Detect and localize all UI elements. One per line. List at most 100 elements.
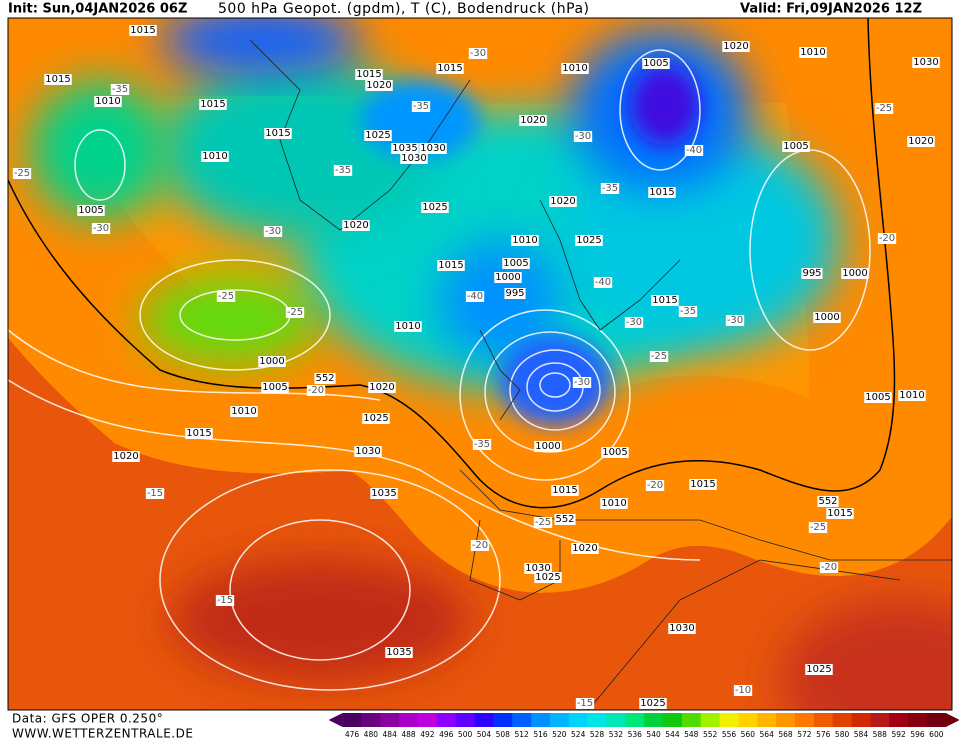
colorbar-swatch <box>681 713 702 727</box>
temperature-label: -35 <box>112 84 128 95</box>
colorbar-swatch <box>757 713 777 727</box>
pressure-label-box <box>364 130 392 141</box>
thickness-label: 552 <box>315 373 334 384</box>
temperature-label-box <box>465 291 485 302</box>
pressure-label: 1020 <box>366 80 391 91</box>
pressure-label-box <box>561 63 589 74</box>
colorbar-label: 536 <box>628 730 643 739</box>
pressure-label: 1015 <box>690 479 715 490</box>
colorbar-swatch <box>474 713 494 727</box>
pressure-label: 1005 <box>602 447 627 458</box>
colorbar-swatch <box>700 713 721 727</box>
pressure-label: 1010 <box>512 235 537 246</box>
pressure-label: 1005 <box>262 382 287 393</box>
pressure-label: 1010 <box>601 498 626 509</box>
temperature-label-box <box>411 101 431 112</box>
temperature-label: -35 <box>335 165 351 176</box>
pressure-label-box <box>799 47 827 58</box>
pressure-label-box <box>391 143 419 154</box>
pressure-label: 1025 <box>640 698 665 709</box>
temperature-label-box <box>91 223 111 234</box>
pressure-label-box <box>264 128 292 139</box>
colorbar-label: 516 <box>533 730 548 739</box>
pressure-label: 1035 <box>386 647 411 658</box>
colorbar-swatch <box>625 713 645 727</box>
colorbar-label: 600 <box>929 730 944 739</box>
pressure-label: 1005 <box>783 141 808 152</box>
pressure-label-box <box>549 196 577 207</box>
pressure-label-box <box>421 202 449 213</box>
colorbar-swatch <box>663 713 683 727</box>
colorbar-swatch <box>926 713 947 727</box>
colorbar-label: 572 <box>797 730 812 739</box>
pressure-label: 1000 <box>259 356 284 367</box>
colorbar-label: 564 <box>760 730 775 739</box>
pressure-label-box <box>534 572 562 583</box>
temperature-label-box <box>874 103 894 114</box>
colorbar-label: 580 <box>835 730 850 739</box>
thickness-label: 552 <box>818 496 837 507</box>
pressure-label-box <box>112 451 140 462</box>
thickness-label-box <box>817 496 839 507</box>
colorbar-swatch <box>776 713 796 727</box>
pressure-label: 1000 <box>814 312 839 323</box>
pressure-label: 1020 <box>343 220 368 231</box>
pressure-label-box <box>502 258 530 269</box>
pressure-label-box <box>436 63 464 74</box>
pressure-label: 1005 <box>865 392 890 403</box>
temperature-label-box <box>600 183 620 194</box>
temperature-label: -40 <box>467 291 483 302</box>
pressure-label: 1020 <box>550 196 575 207</box>
pressure-label-box <box>642 58 670 69</box>
colorbar-swatch <box>512 713 532 727</box>
colorbar-swatch <box>813 713 834 727</box>
temperature-label-box <box>216 291 236 302</box>
temperature-label-box <box>593 277 613 288</box>
map-field <box>8 18 952 710</box>
pressure-label: 1030 <box>355 446 380 457</box>
pressure-label-box <box>504 288 526 299</box>
colorbar-label: 588 <box>873 730 888 739</box>
pressure-label: 1015 <box>437 63 462 74</box>
colorbar-label: 496 <box>439 730 454 739</box>
pressure-label-box <box>519 115 547 126</box>
pressure-label-box <box>511 235 539 246</box>
colorbar-swatch <box>568 713 589 727</box>
init-time: Init: Sun,04JAN2026 06Z <box>8 2 187 17</box>
pressure-label-box <box>651 295 679 306</box>
colorbar-swatch <box>549 713 570 727</box>
colorbar-swatch <box>606 713 626 727</box>
temperature-label: -25 <box>651 351 667 362</box>
pressure-label-box <box>370 488 398 499</box>
pressure-label-box <box>551 485 579 496</box>
pressure-label: 1010 <box>202 151 227 162</box>
pressure-label: 1010 <box>95 96 120 107</box>
pressure-label-box <box>668 623 696 634</box>
pressure-label-box <box>230 406 258 417</box>
pressure-label-box <box>571 543 599 554</box>
colorbar-label: 548 <box>684 730 699 739</box>
pressure-label: 995 <box>505 288 524 299</box>
colorbar-swatch <box>794 713 815 727</box>
pressure-label-box <box>600 498 628 509</box>
pressure-label: 1015 <box>265 128 290 139</box>
pressure-label: 1005 <box>643 58 668 69</box>
pressure-label: 1000 <box>535 441 560 452</box>
pressure-label-box <box>385 647 413 658</box>
temperature-label-box <box>533 517 553 528</box>
thickness-label-box <box>314 373 336 384</box>
temperature-label: -15 <box>217 595 233 606</box>
colorbar-label: 524 <box>571 730 586 739</box>
temperature-label: -30 <box>93 223 109 234</box>
pressure-label: 1030 <box>401 153 426 164</box>
pressure-label-box <box>419 143 447 154</box>
temperature-label: -35 <box>413 101 429 112</box>
colorbar-label: 480 <box>364 730 379 739</box>
pressure-label-box <box>907 136 935 147</box>
pressure-label-box <box>805 664 833 675</box>
colorbar-end <box>945 713 959 727</box>
pressure-label: 1030 <box>913 57 938 68</box>
temperature-label-box <box>725 315 745 326</box>
